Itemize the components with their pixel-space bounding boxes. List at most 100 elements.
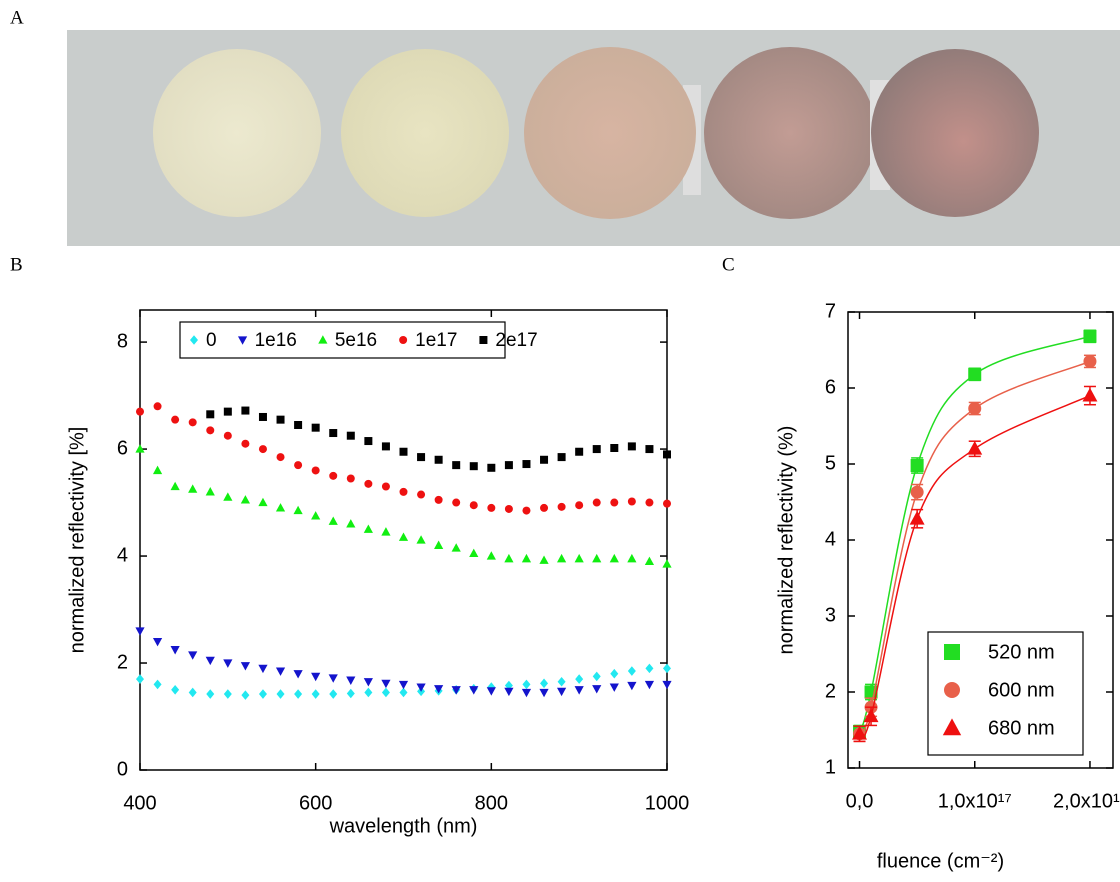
photo xyxy=(67,30,1120,246)
marker xyxy=(451,543,461,552)
marker xyxy=(311,689,320,699)
marker xyxy=(276,453,285,462)
marker xyxy=(469,501,478,510)
marker xyxy=(609,683,619,692)
legend-label: 5e16 xyxy=(335,330,377,351)
marker xyxy=(152,465,163,475)
marker xyxy=(909,510,925,525)
marker xyxy=(363,524,373,533)
marker xyxy=(381,679,391,689)
marker xyxy=(416,683,426,692)
y-tick-label: 0 xyxy=(117,758,128,780)
marker xyxy=(1082,387,1098,402)
marker xyxy=(416,535,426,544)
marker xyxy=(206,410,215,419)
panel-label: A xyxy=(10,7,24,28)
marker xyxy=(258,412,267,421)
marker xyxy=(223,689,232,699)
legend-label: 2e17 xyxy=(495,330,537,351)
marker xyxy=(522,679,531,690)
marker xyxy=(1083,329,1097,343)
marker xyxy=(968,367,982,381)
marker xyxy=(539,688,549,698)
marker xyxy=(276,689,285,699)
marker xyxy=(364,437,373,446)
marker xyxy=(206,426,215,435)
marker xyxy=(852,726,867,740)
marker xyxy=(434,455,443,464)
marker xyxy=(968,402,982,416)
marker xyxy=(135,627,145,636)
marker xyxy=(381,482,390,491)
x-tick-label: 800 xyxy=(475,792,508,814)
marker xyxy=(311,466,320,475)
marker xyxy=(188,651,198,660)
marker xyxy=(364,687,373,698)
y-tick-label: 5 xyxy=(825,452,836,474)
marker xyxy=(610,668,619,679)
marker xyxy=(504,504,513,513)
y-tick-label: 2 xyxy=(117,651,128,673)
marker xyxy=(311,672,321,682)
legend-marker xyxy=(399,336,408,344)
plot-frame xyxy=(139,309,668,771)
marker xyxy=(311,423,320,432)
marker xyxy=(346,431,355,440)
marker xyxy=(294,421,303,429)
marker xyxy=(329,429,338,438)
marker xyxy=(910,459,924,473)
marker xyxy=(627,497,636,506)
legend-label: 680 nm xyxy=(988,717,1055,739)
legend-label: 0 xyxy=(206,330,217,351)
marker xyxy=(522,506,531,515)
marker xyxy=(486,687,496,696)
panel-label: C xyxy=(722,254,735,275)
marker xyxy=(399,687,408,698)
marker xyxy=(967,441,983,455)
legend-marker xyxy=(944,644,960,660)
marker xyxy=(644,680,655,690)
y-tick-label: 4 xyxy=(117,544,128,566)
marker xyxy=(504,461,513,470)
marker xyxy=(574,553,584,563)
marker xyxy=(487,682,496,692)
y-tick-label: 7 xyxy=(825,300,836,322)
legend-label: 1e17 xyxy=(415,330,457,351)
marker xyxy=(328,516,338,525)
marker xyxy=(574,686,584,695)
marker xyxy=(152,638,163,647)
marker xyxy=(135,444,145,453)
marker xyxy=(645,498,654,507)
marker xyxy=(540,678,549,689)
x-axis-label: fluence (cm⁻²) xyxy=(877,850,1004,872)
legend-label: 1e16 xyxy=(255,330,297,351)
marker xyxy=(469,548,479,557)
marker xyxy=(575,674,584,684)
marker xyxy=(486,551,496,560)
marker xyxy=(399,487,408,496)
marker xyxy=(363,678,373,687)
marker xyxy=(258,689,267,699)
marker xyxy=(188,418,197,427)
marker xyxy=(293,670,303,679)
marker xyxy=(241,439,250,448)
marker xyxy=(241,690,250,700)
marker xyxy=(293,505,303,515)
marker xyxy=(241,406,250,415)
marker xyxy=(329,471,338,480)
marker xyxy=(381,527,391,536)
marker xyxy=(522,460,531,469)
marker xyxy=(557,453,566,462)
marker xyxy=(645,445,654,454)
marker xyxy=(627,442,636,451)
x-tick-label: 0,0 xyxy=(846,790,874,812)
marker xyxy=(275,503,286,512)
legend-marker xyxy=(479,336,488,344)
marker xyxy=(206,689,215,699)
marker xyxy=(910,485,924,499)
marker xyxy=(610,498,619,507)
marker xyxy=(171,684,180,695)
marker xyxy=(223,659,233,668)
marker xyxy=(540,455,549,464)
